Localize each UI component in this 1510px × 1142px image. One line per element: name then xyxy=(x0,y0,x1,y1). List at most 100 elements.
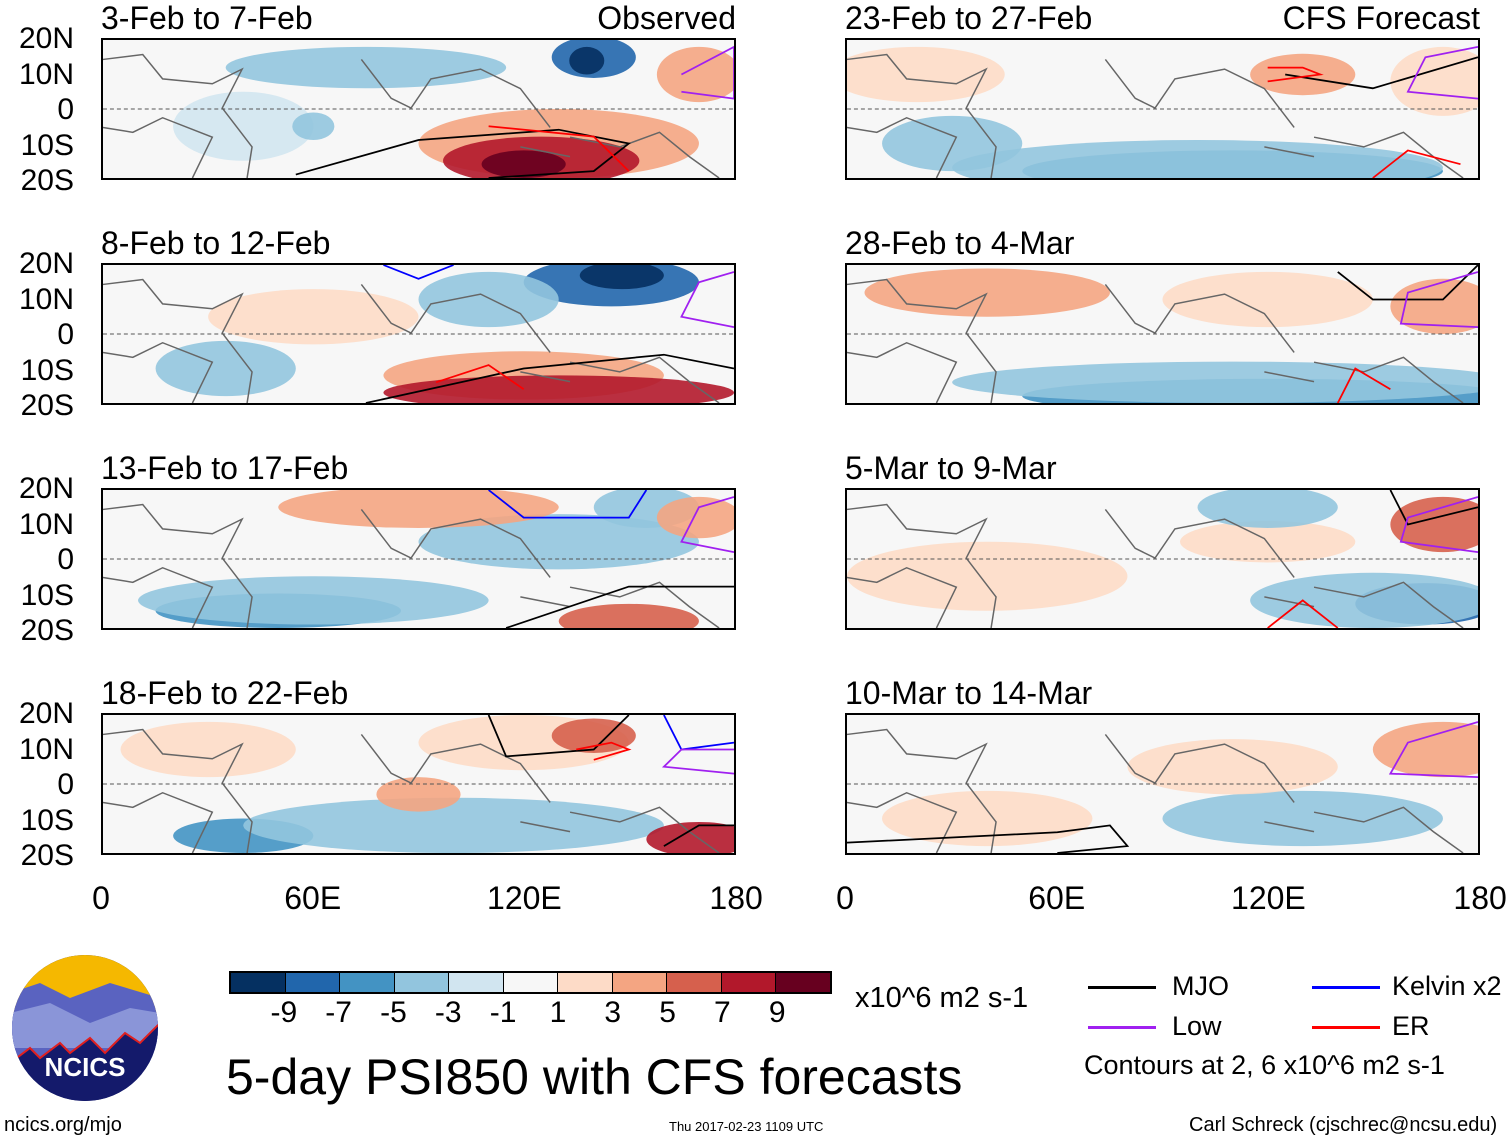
contour-line xyxy=(576,741,632,761)
anomaly-region xyxy=(1390,46,1478,116)
legend-mjo-line xyxy=(1088,986,1156,989)
latitude-label: 0 xyxy=(57,768,74,801)
colorbar-swatch xyxy=(394,973,450,992)
longitude-label: 60E xyxy=(284,880,342,916)
latitude-label: 10S xyxy=(20,353,74,387)
colorbar-label: 9 xyxy=(768,996,786,1029)
contour-line xyxy=(680,271,734,328)
anomaly-region xyxy=(1390,496,1478,553)
contour-line xyxy=(663,715,734,751)
map-panel xyxy=(845,713,1480,855)
contour-line xyxy=(847,824,1130,853)
anomaly-region xyxy=(1162,790,1443,847)
panel-title: 8-Feb to 12-Feb xyxy=(101,225,331,261)
legend-low-label: Low xyxy=(1172,1011,1222,1041)
panel-title: 10-Mar to 14-Mar xyxy=(845,675,1093,711)
map-panel xyxy=(845,488,1480,630)
contour-line xyxy=(365,353,734,403)
main-title: 5-day PSI850 with CFS forecasts xyxy=(226,1049,963,1105)
anomaly-region xyxy=(882,790,1093,847)
contour-line xyxy=(1406,46,1478,100)
panel-title: 28-Feb to 4-Mar xyxy=(845,225,1075,261)
timestamp: Thu 2017-02-23 1109 UTC xyxy=(669,1119,824,1134)
contour-line xyxy=(1372,149,1461,178)
map-panel xyxy=(101,488,736,630)
anomaly-region xyxy=(1197,490,1338,528)
anomaly-region xyxy=(155,340,296,397)
panel-title: 3-Feb to 7-Feb xyxy=(101,0,313,36)
svg-text:NCICS: NCICS xyxy=(45,1052,126,1082)
contour-line xyxy=(487,715,630,758)
contour-line xyxy=(661,748,734,775)
contour-line xyxy=(1336,367,1391,403)
colorbar-swatch xyxy=(776,973,831,992)
legend-low-line xyxy=(1088,1026,1156,1029)
latitude-label: 0 xyxy=(57,543,74,576)
contour-line xyxy=(1399,271,1478,328)
colorbar-swatch xyxy=(231,973,286,992)
colorbar-units: x10^6 m2 s-1 xyxy=(855,982,1029,1014)
contour-line xyxy=(1388,721,1478,778)
anomaly-region xyxy=(646,821,734,853)
contour-line xyxy=(488,125,630,172)
anomaly-region xyxy=(656,496,734,539)
anomaly-region xyxy=(569,46,605,75)
longitude-label: 120E xyxy=(1231,880,1306,916)
coastline xyxy=(847,53,1464,178)
anomaly-region xyxy=(243,797,664,853)
colorbar-swatch xyxy=(503,973,559,992)
colorbar-swatch xyxy=(721,973,777,992)
panel-tag: Observed xyxy=(597,0,736,36)
map-panel xyxy=(101,713,736,855)
latitude-label: 0 xyxy=(57,93,74,126)
longitude-label: 180 xyxy=(1453,880,1507,916)
contour-line xyxy=(488,490,648,519)
credit: Carl Schreck (cjschrec@ncsu.edu) xyxy=(1189,1114,1498,1136)
anomaly-region xyxy=(278,490,559,528)
map-panel xyxy=(845,38,1480,180)
coastline xyxy=(103,278,720,403)
latitude-label: 20S xyxy=(20,164,74,197)
anomaly-region xyxy=(1372,721,1478,778)
coastline xyxy=(847,503,1464,628)
contour-line xyxy=(435,364,525,390)
contour-line xyxy=(680,45,734,100)
source-link[interactable]: ncics.org/mjo xyxy=(4,1114,122,1136)
anomaly-region xyxy=(579,265,664,290)
anomaly-region xyxy=(418,271,559,328)
colorbar-label: -1 xyxy=(489,996,517,1029)
coastline xyxy=(847,728,1464,853)
panel-title: 23-Feb to 27-Feb xyxy=(845,0,1093,36)
anomaly-region xyxy=(952,361,1478,403)
contour-line xyxy=(1267,599,1339,628)
longitude-label: 0 xyxy=(836,880,854,916)
latitude-label: 20N xyxy=(18,247,74,280)
longitude-label: 180 xyxy=(709,880,763,916)
colorbar xyxy=(229,971,832,994)
latitude-label: 0 xyxy=(57,318,74,351)
panel-title: 13-Feb to 17-Feb xyxy=(101,450,349,486)
legend-mjo-label: MJO xyxy=(1172,971,1229,1001)
anomaly-region xyxy=(847,46,1005,103)
latitude-label: 10N xyxy=(18,507,74,541)
colorbar-label: -7 xyxy=(325,996,352,1029)
contour-note: Contours at 2, 6 x10^6 m2 s-1 xyxy=(1084,1050,1445,1080)
legend-kelvin-label: Kelvin x2 xyxy=(1392,971,1502,1001)
anomaly-region xyxy=(376,777,461,812)
legend-er-label: ER xyxy=(1392,1011,1430,1041)
latitude-label: 10N xyxy=(18,282,74,316)
colorbar-swatch xyxy=(612,973,668,992)
longitude-label: 0 xyxy=(92,880,110,916)
anomaly-region xyxy=(1390,278,1478,334)
colorbar-swatch xyxy=(449,973,504,992)
coastline xyxy=(847,278,1464,403)
latitude-label: 10S xyxy=(20,128,74,162)
anomaly-region xyxy=(864,268,1110,317)
anomaly-region xyxy=(1250,53,1356,96)
anomaly-region xyxy=(292,112,335,141)
anomaly-region xyxy=(120,721,296,778)
panel-tag: CFS Forecast xyxy=(1282,0,1480,36)
map-panel xyxy=(101,263,736,405)
colorbar-label: -3 xyxy=(434,996,462,1029)
latitude-label: 20N xyxy=(18,697,74,730)
